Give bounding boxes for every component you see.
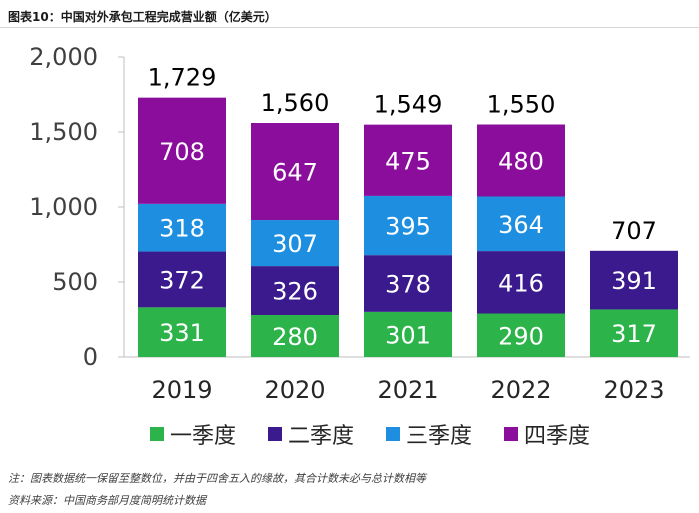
total-label: 1,550	[487, 91, 556, 119]
data-label-q2: 416	[498, 269, 544, 297]
x-tick-label: 2023	[603, 376, 664, 404]
data-label-q4: 708	[159, 138, 205, 166]
bar-segment-q2	[590, 250, 678, 310]
legend-item-q2: 二季度	[268, 416, 354, 452]
data-label-q1: 317	[611, 320, 657, 348]
data-label-q3: 395	[385, 213, 431, 241]
bar-segment-q1	[138, 307, 226, 357]
chart-legend: 一季度 二季度 三季度 四季度	[0, 416, 699, 452]
legend-label-q4: 四季度	[524, 424, 591, 449]
legend-item-q3: 三季度	[386, 416, 472, 452]
data-label-q2: 372	[159, 266, 205, 294]
legend-swatch-q2	[268, 427, 282, 441]
total-label: 707	[611, 217, 657, 245]
data-label-q4: 647	[272, 159, 318, 187]
bar-segment-q4	[138, 97, 226, 204]
x-tick-label: 2019	[151, 376, 212, 404]
data-label-q2: 391	[611, 267, 657, 295]
bar-segment-q1	[590, 309, 678, 357]
bar-segment-q3	[251, 220, 339, 267]
data-label-q3: 318	[159, 215, 205, 243]
bar-segment-q2	[477, 251, 565, 314]
bar-segment-q3	[138, 203, 226, 252]
x-tick-label: 2022	[490, 376, 551, 404]
footnote: 注：图表数据统一保留至整数位，并由于四舍五入的缘故，其合计数未必与总计数相等	[8, 472, 426, 485]
total-label: 1,560	[261, 89, 330, 117]
x-tick-label: 2020	[264, 376, 325, 404]
data-label-q4: 480	[498, 148, 544, 176]
data-label-q1: 301	[385, 321, 431, 349]
bar-segment-q2	[364, 255, 452, 312]
total-label: 1,729	[148, 64, 217, 92]
stacked-bar-chart: 0 500 1,000 1,500 2,000 331 372 318 708 1,729 2019…	[29, 43, 690, 404]
bar-segment-q2	[251, 266, 339, 315]
data-label-q1: 290	[498, 322, 544, 350]
data-label-q4: 475	[385, 147, 431, 175]
legend-swatch-q1	[150, 427, 164, 441]
data-label-q3: 307	[272, 230, 318, 258]
legend-item-q4: 四季度	[504, 416, 590, 452]
bar-segment-q1	[477, 313, 565, 357]
y-tick-label: 0	[83, 343, 98, 371]
title-divider	[0, 27, 699, 28]
y-tick-label: 1,500	[29, 118, 98, 146]
data-label-q1: 331	[159, 319, 205, 347]
bar-segment-q4	[477, 124, 565, 197]
y-tick-label: 2,000	[29, 43, 98, 71]
legend-swatch-q3	[386, 427, 400, 441]
data-label-q1: 280	[272, 323, 318, 351]
bar-segment-q3	[477, 196, 565, 252]
bar-segment-q4	[364, 124, 452, 196]
legend-label-q2: 二季度	[288, 424, 355, 449]
data-label-q2: 378	[385, 271, 431, 299]
legend-label-q1: 一季度	[170, 424, 237, 449]
legend-swatch-q4	[504, 427, 518, 441]
bar-segment-q4	[251, 123, 339, 221]
data-label-q3: 364	[498, 211, 544, 239]
data-label-q2: 326	[272, 278, 318, 306]
bar-segment-q2	[138, 251, 226, 308]
source-note: 资料来源：中国商务部月度简明统计数据	[8, 494, 206, 507]
y-tick-label: 500	[52, 268, 98, 296]
legend-label-q3: 三季度	[406, 424, 473, 449]
bar-segment-q3	[364, 195, 452, 256]
bar-segment-q1	[251, 315, 339, 357]
bar-segment-q1	[364, 311, 452, 357]
chart-title: 图表10：中国对外承包工程完成营业额（亿美元）	[8, 10, 277, 24]
y-tick-label: 1,000	[29, 193, 98, 221]
legend-item-q1: 一季度	[150, 416, 236, 452]
total-label: 1,549	[374, 91, 443, 119]
x-tick-label: 2021	[377, 376, 438, 404]
